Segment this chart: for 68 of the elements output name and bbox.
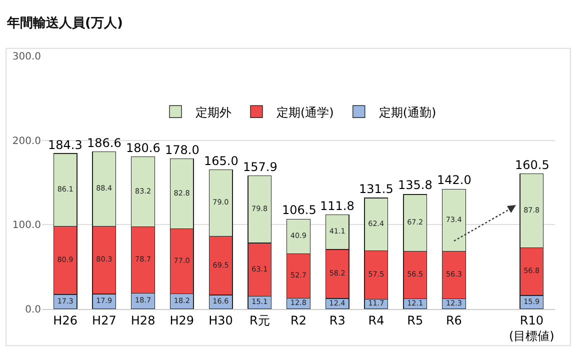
data-label: 57.5 [368, 269, 384, 278]
x-tick-label: R2 [290, 313, 306, 328]
legend-label: 定期外 [196, 105, 232, 120]
legend-label: 定期(通勤) [378, 105, 436, 120]
data-label: 16.6 [212, 296, 230, 306]
x-tick-label: H28 [130, 313, 156, 328]
data-label: 17.3 [57, 296, 74, 306]
data-label: 40.9 [290, 231, 307, 240]
x-tick-label: H29 [170, 313, 194, 328]
data-label: 12.8 [290, 298, 307, 308]
data-label: 12.1 [407, 298, 424, 308]
data-label: 73.4 [446, 214, 462, 224]
x-tick-label: R10 (目標値) [508, 313, 554, 343]
data-label: 78.7 [135, 254, 152, 264]
x-tick-label: H30 [208, 313, 233, 328]
legend-label: 定期(通学) [276, 105, 334, 120]
total-label: 111.8 [320, 199, 354, 213]
data-label: 17.9 [96, 296, 112, 306]
data-label: 12.4 [329, 298, 346, 308]
x-tick-label: R6 [446, 313, 462, 328]
data-label: 11.7 [368, 298, 384, 308]
data-label: 18.2 [174, 296, 190, 305]
data-label: 80.9 [57, 254, 74, 264]
data-label: 77.0 [174, 256, 190, 265]
total-label: 135.8 [398, 178, 432, 192]
total-label: 184.3 [48, 138, 82, 152]
data-label: 52.7 [290, 270, 307, 280]
total-label: 131.5 [359, 182, 394, 196]
data-label: 12.3 [446, 298, 462, 308]
y-tick-label: 300.0 [12, 52, 41, 62]
data-label: 15.9 [524, 296, 540, 306]
total-label: 160.5 [515, 158, 550, 172]
data-label: 87.8 [524, 205, 540, 214]
total-label: 157.9 [243, 160, 278, 174]
data-label: 79.0 [212, 198, 230, 207]
data-label: 79.8 [252, 204, 268, 213]
x-tick-label: H27 [92, 313, 116, 328]
x-tick-label: R5 [407, 313, 424, 328]
total-label: 178.0 [165, 143, 200, 157]
data-label: 67.2 [407, 217, 424, 226]
total-label: 180.6 [126, 141, 160, 155]
data-label: 56.3 [446, 269, 462, 278]
x-tick-label: R元 [249, 313, 270, 328]
total-label: 186.6 [87, 136, 122, 150]
total-label: 142.0 [437, 173, 472, 187]
y-tick-label: 100.0 [12, 220, 41, 232]
x-tick-label: H26 [53, 313, 78, 328]
x-tick-label: R3 [329, 313, 346, 328]
data-label: 41.1 [329, 226, 346, 236]
data-label: 88.4 [96, 184, 112, 193]
y-axis-title: 年間輸送人員(万人) [6, 16, 123, 31]
y-tick-label: 200.0 [12, 136, 41, 147]
data-label: 83.2 [135, 186, 152, 196]
data-label: 69.5 [212, 260, 229, 270]
data-label: 80.3 [96, 254, 112, 264]
data-label: 62.4 [368, 218, 385, 228]
data-label: 63.1 [252, 264, 268, 274]
total-label: 165.0 [204, 154, 238, 168]
data-label: 82.8 [174, 188, 190, 198]
data-label: 56.5 [407, 270, 424, 279]
data-label: 18.7 [135, 296, 152, 305]
total-label: 106.5 [282, 203, 316, 217]
y-tick-label: 0.0 [25, 304, 41, 316]
x-tick-label: R4 [368, 313, 384, 328]
data-label: 86.1 [57, 184, 74, 194]
data-label: 56.8 [524, 266, 540, 276]
data-label: 15.1 [252, 297, 268, 306]
data-label: 58.2 [329, 268, 346, 278]
